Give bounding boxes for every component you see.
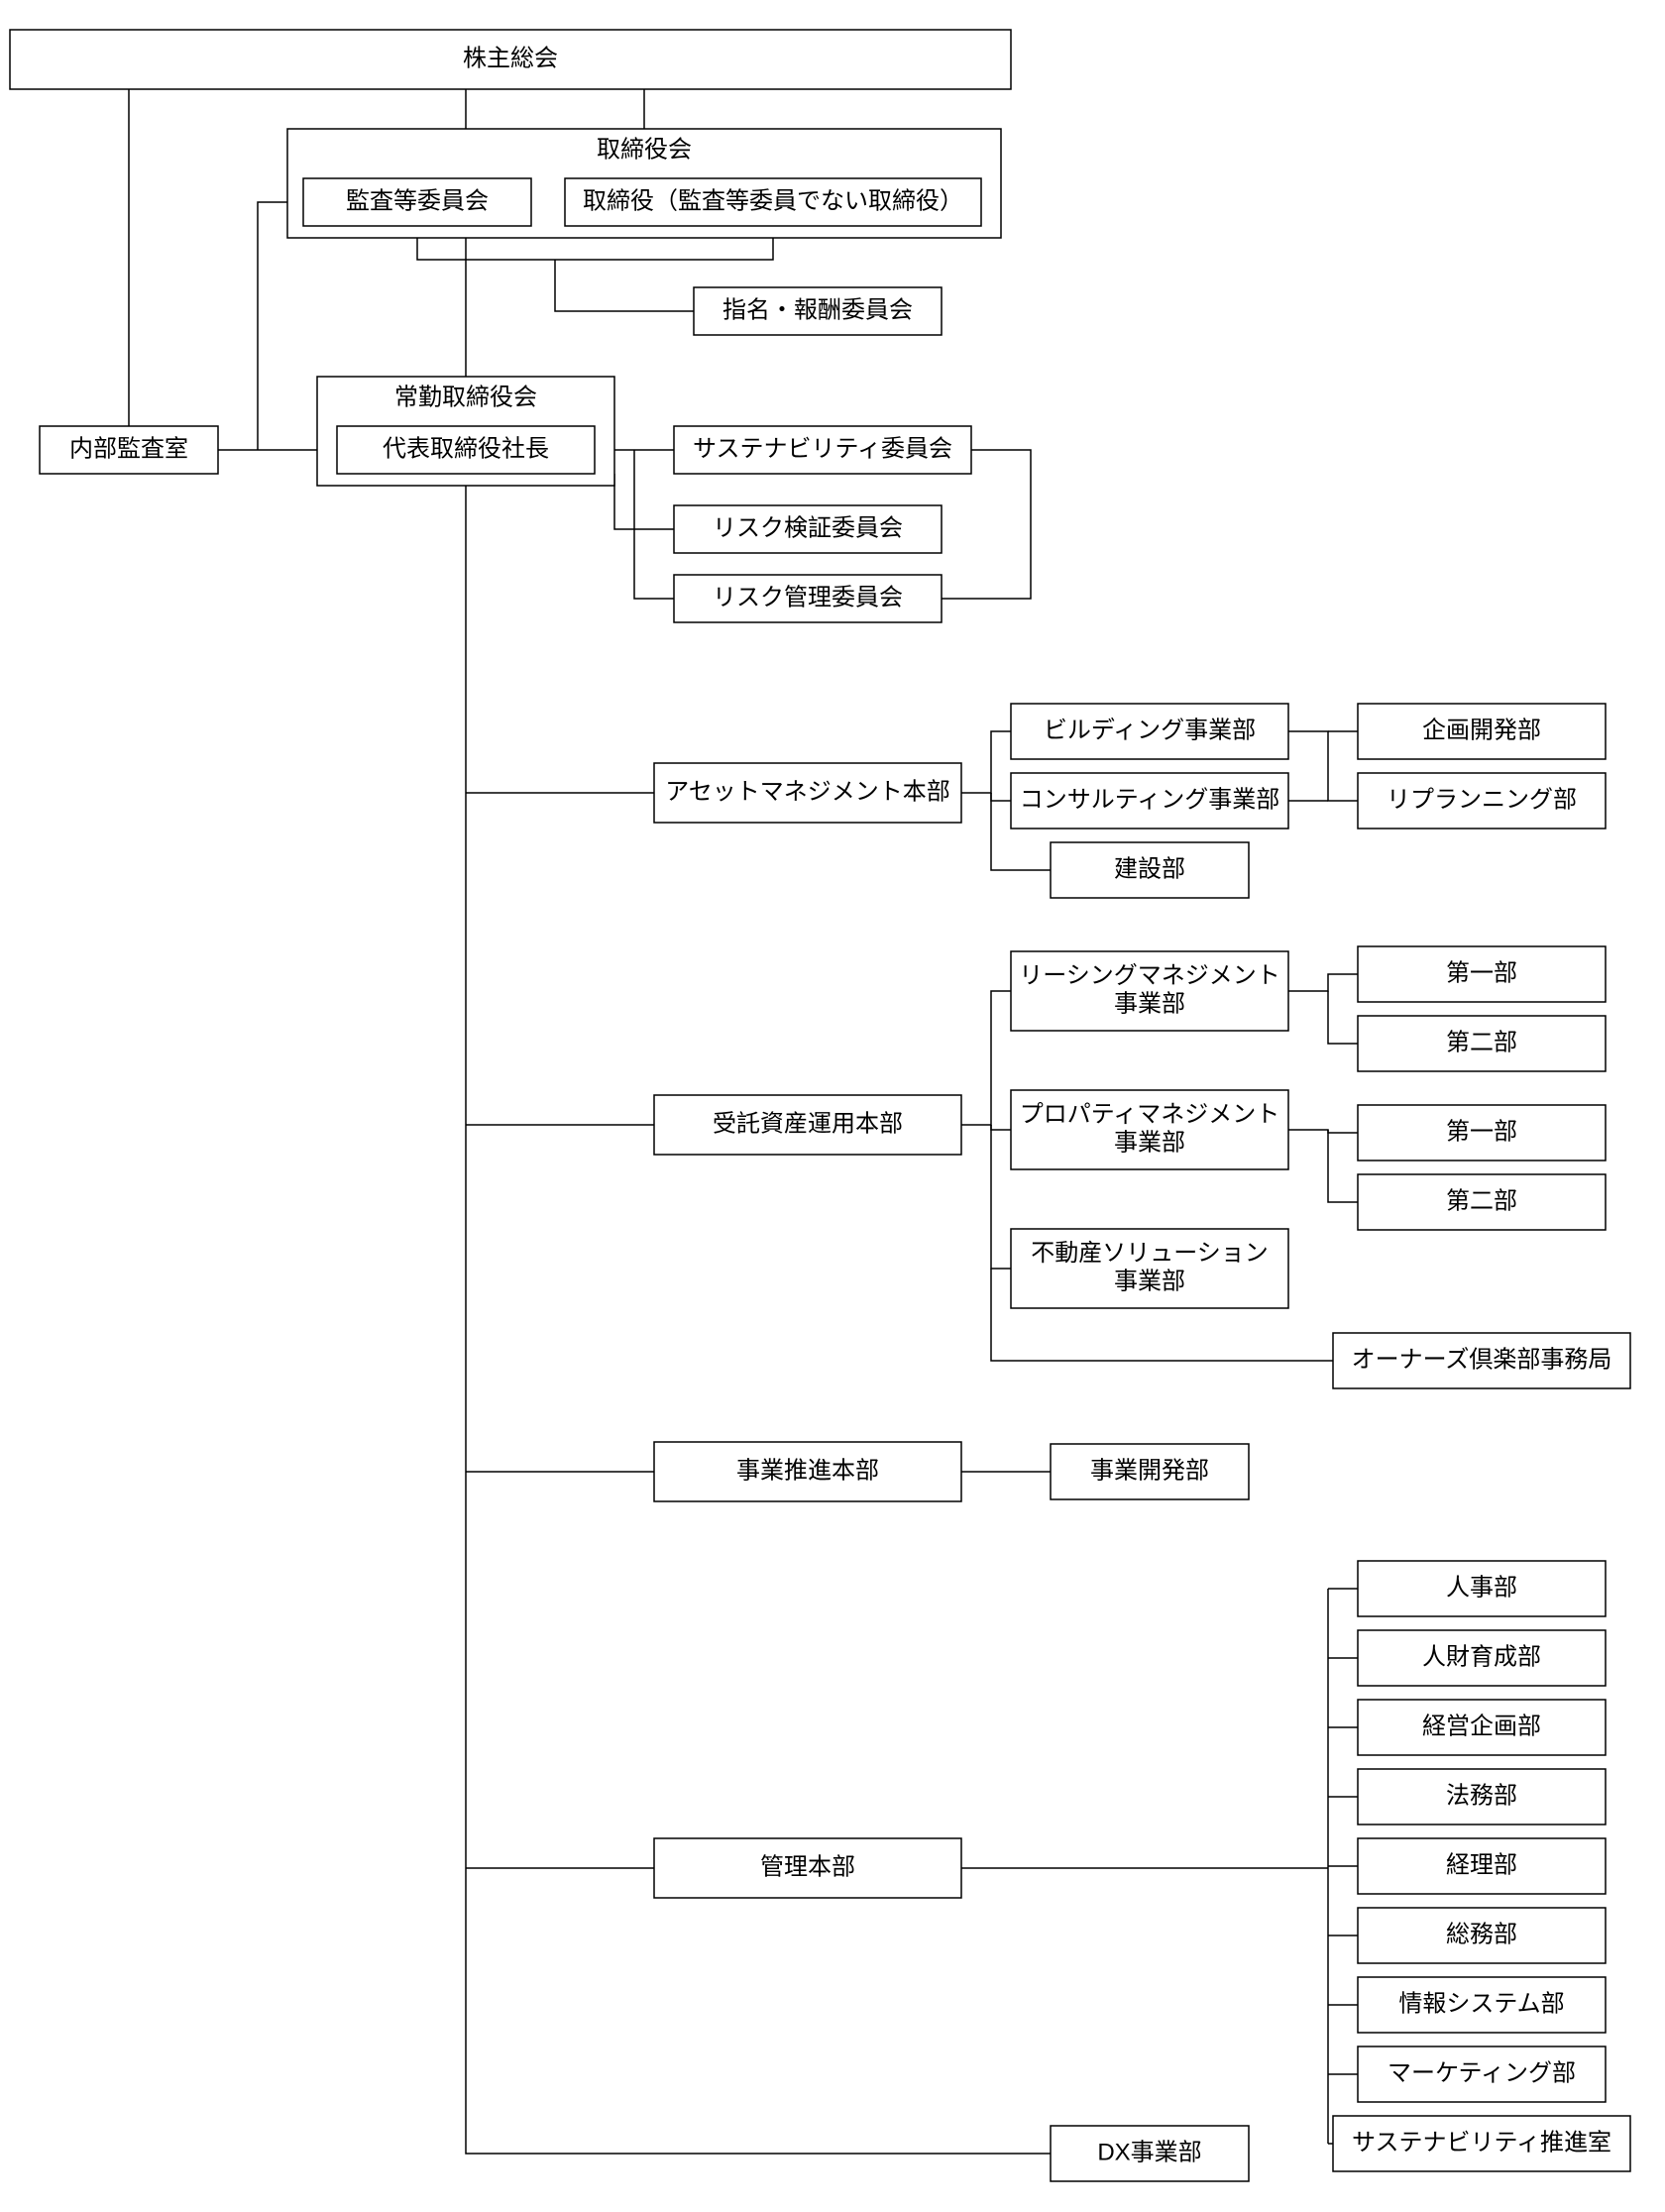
node-bldg_div: ビルディング事業部 (1011, 704, 1288, 759)
node-pm_div1: 第一部 (1358, 1105, 1606, 1161)
node-label: プロパティマネジメント (1020, 1101, 1280, 1128)
node-label: アセットマネジメント本部 (665, 778, 950, 805)
connector (258, 202, 303, 450)
node-label: 経理部 (1446, 1851, 1517, 1878)
node-nom_comp: 指名・報酬委員会 (694, 287, 942, 335)
node-hrd: 人財育成部 (1358, 1630, 1606, 1686)
node-lm_div1: 第一部 (1358, 946, 1606, 1002)
node-label: 第二部 (1446, 1029, 1517, 1055)
node-label: 総務部 (1446, 1921, 1517, 1947)
node-label: 企画開発部 (1422, 717, 1541, 743)
connector (634, 450, 674, 599)
node-label: リプランニング部 (1387, 786, 1577, 813)
node-label: 株主総会 (463, 45, 558, 71)
node-label: 事業推進本部 (736, 1457, 879, 1484)
node-label: 法務部 (1446, 1782, 1517, 1809)
node-const_div: 建設部 (1051, 842, 1249, 898)
node-asset_hq: アセットマネジメント本部 (654, 763, 961, 823)
node-leasing_div: リーシングマネジメント事業部 (1011, 951, 1288, 1031)
node-label: 人財育成部 (1422, 1643, 1541, 1670)
node-label: リーシングマネジメント (1019, 962, 1280, 989)
node-label: 監査等委員会 (346, 187, 489, 214)
node-label: 受託資産運用本部 (713, 1110, 903, 1137)
node-ga: 総務部 (1358, 1908, 1606, 1963)
node-lm_div2: 第二部 (1358, 1016, 1606, 1071)
connector (555, 260, 694, 311)
node-label: マーケティング部 (1388, 2059, 1576, 2086)
node-acct: 経理部 (1358, 1838, 1606, 1894)
node-label: 人事部 (1446, 1574, 1517, 1601)
node-it: 情報システム部 (1358, 1977, 1606, 2033)
node-label: 事業開発部 (1090, 1457, 1209, 1484)
node-label: 代表取締役社長 (383, 435, 549, 462)
node-replanning: リプランニング部 (1358, 773, 1606, 829)
node-label: 情報システム部 (1398, 1990, 1564, 2017)
node-label: 第一部 (1446, 1118, 1517, 1145)
node-sustain_comm: サステナビリティ委員会 (674, 426, 971, 474)
node-label: 不動産ソリューション (1031, 1240, 1269, 1267)
node-board_title: 取締役会 (597, 136, 692, 163)
connector (961, 991, 1011, 1125)
connector (1328, 991, 1358, 1044)
node-dx_div: DX事業部 (1051, 2126, 1249, 2181)
node-directors: 取締役（監査等委員でない取締役） (565, 178, 981, 226)
node-president: 代表取締役社長 (337, 426, 595, 474)
node-label: リスク管理委員会 (713, 584, 903, 610)
node-label: サステナビリティ委員会 (693, 435, 952, 462)
node-legal: 法務部 (1358, 1769, 1606, 1825)
node-label: 取締役（監査等委員でない取締役） (583, 187, 963, 214)
node-label: コンサルティング事業部 (1020, 786, 1280, 813)
node-label: 事業部 (1114, 1269, 1185, 1295)
node-label: 事業部 (1114, 1130, 1185, 1157)
node-hr: 人事部 (1358, 1561, 1606, 1616)
node-trust_hq: 受託資産運用本部 (654, 1095, 961, 1155)
node-label: リスク検証委員会 (713, 514, 903, 541)
node-label: 経営企画部 (1422, 1713, 1541, 1739)
node-resol_div: 不動産ソリューション事業部 (1011, 1229, 1288, 1308)
node-audit_comm: 監査等委員会 (303, 178, 531, 226)
node-label: 常勤取締役会 (394, 384, 537, 410)
connector (991, 1125, 1011, 1130)
connector (961, 731, 1011, 793)
node-risk_mgmt: リスク管理委員会 (674, 575, 942, 622)
node-label: 指名・報酬委員会 (722, 296, 913, 323)
connector (614, 474, 674, 529)
org-chart-svg: 株主総会取締役会監査等委員会 取締役（監査等委員でない取締役） 指名・報酬委員会常勤… (0, 0, 1665, 2212)
node-label: オーナーズ倶楽部事務局 (1352, 1346, 1612, 1373)
node-label: 第二部 (1446, 1187, 1517, 1214)
node-label: DX事業部 (1097, 2139, 1201, 2165)
node-label: 建設部 (1114, 855, 1185, 882)
node-corp_plan: 経営企画部 (1358, 1700, 1606, 1755)
node-admin_hq: 管理本部 (654, 1838, 961, 1898)
connector (466, 486, 1051, 2154)
connector (991, 793, 1011, 801)
node-internal_audit: 内部監査室 (40, 426, 218, 474)
node-exec_title: 常勤取締役会 (394, 384, 537, 410)
node-biz_promo_hq: 事業推進本部 (654, 1442, 961, 1501)
node-label: サステナビリティ推進室 (1352, 2129, 1611, 2156)
node-plan_dev: 企画開発部 (1358, 704, 1606, 759)
node-biz_dev: 事業開発部 (1051, 1444, 1249, 1499)
node-label: ビルディング事業部 (1044, 717, 1256, 743)
node-sust_promo: サステナビリティ推進室 (1333, 2116, 1630, 2171)
node-label: 第一部 (1446, 959, 1517, 986)
connector (1288, 731, 1358, 801)
connector (991, 1125, 1011, 1269)
node-owners_club: オーナーズ倶楽部事務局 (1333, 1333, 1630, 1388)
node-label: 取締役会 (597, 136, 692, 163)
connector (1288, 1130, 1358, 1133)
node-property_div: プロパティマネジメント事業部 (1011, 1090, 1288, 1169)
node-label: 内部監査室 (69, 435, 188, 462)
node-consult_div: コンサルティング事業部 (1011, 773, 1288, 829)
node-shareholders: 株主総会 (10, 30, 1011, 89)
node-label: 事業部 (1114, 991, 1185, 1018)
node-mkt: マーケティング部 (1358, 2046, 1606, 2102)
connector (1288, 974, 1358, 991)
node-risk_verify: リスク検証委員会 (674, 505, 942, 553)
connector (1328, 1130, 1358, 1202)
node-label: 管理本部 (760, 1853, 855, 1880)
node-pm_div2: 第二部 (1358, 1174, 1606, 1230)
